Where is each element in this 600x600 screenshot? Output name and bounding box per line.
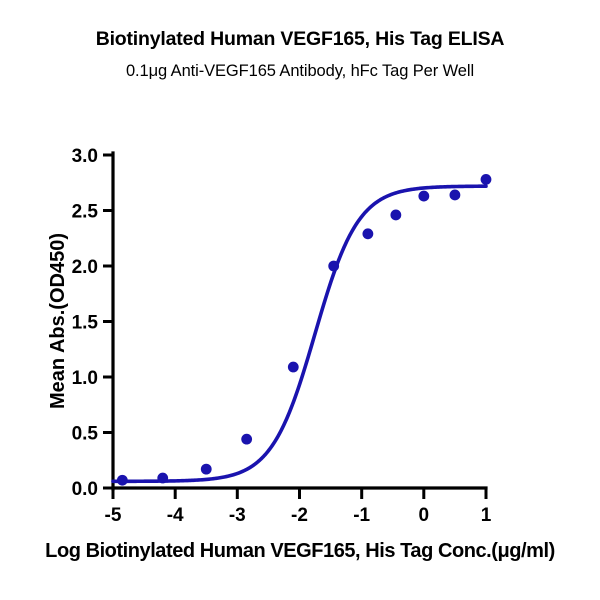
data-point	[418, 190, 430, 202]
x-tick-label: -5	[105, 505, 122, 526]
data-point	[116, 474, 128, 486]
data-point	[157, 472, 169, 484]
data-point	[362, 228, 374, 240]
y-tick-label: 2.0	[72, 257, 98, 278]
x-tick-label: -2	[291, 505, 308, 526]
data-point-group	[116, 174, 492, 486]
x-axis-title: Log Biotinylated Human VEGF165, His Tag …	[45, 540, 555, 562]
y-tick-label: 3.0	[72, 146, 98, 167]
y-tick-label: 0.0	[72, 479, 98, 500]
x-axis-tick-labels: -5 -4 -3 -2 -1 0 1	[105, 505, 492, 526]
data-point	[390, 209, 402, 221]
x-axis-ticks	[111, 488, 488, 499]
y-axis-title: Mean Abs.(OD450)	[47, 233, 69, 409]
data-point	[241, 433, 253, 445]
data-point	[287, 361, 299, 373]
x-tick-label: -1	[353, 505, 370, 526]
y-tick-label: 0.5	[72, 424, 99, 445]
x-tick-label: -4	[167, 505, 184, 526]
x-tick-label: 0	[419, 505, 430, 526]
data-point	[449, 189, 461, 201]
y-tick-label: 1.0	[72, 368, 98, 389]
y-tick-label: 1.5	[72, 313, 99, 334]
data-point	[200, 463, 212, 475]
x-tick-label: 1	[481, 505, 492, 526]
y-tick-label: 2.5	[72, 202, 99, 223]
x-tick-label: -3	[229, 505, 246, 526]
y-axis-ticks	[103, 153, 113, 490]
fit-curve	[111, 184, 488, 484]
chart-title: Biotinylated Human VEGF165, His Tag ELIS…	[95, 28, 505, 50]
data-point	[480, 174, 492, 185]
data-point	[328, 260, 340, 272]
y-axis-tick-labels: 3.0 2.5 2.0 1.5 1.0 0.5 0.0	[72, 146, 99, 500]
chart-subtitle: 0.1μg Anti-VEGF165 Antibody, hFc Tag Per…	[125, 62, 475, 80]
